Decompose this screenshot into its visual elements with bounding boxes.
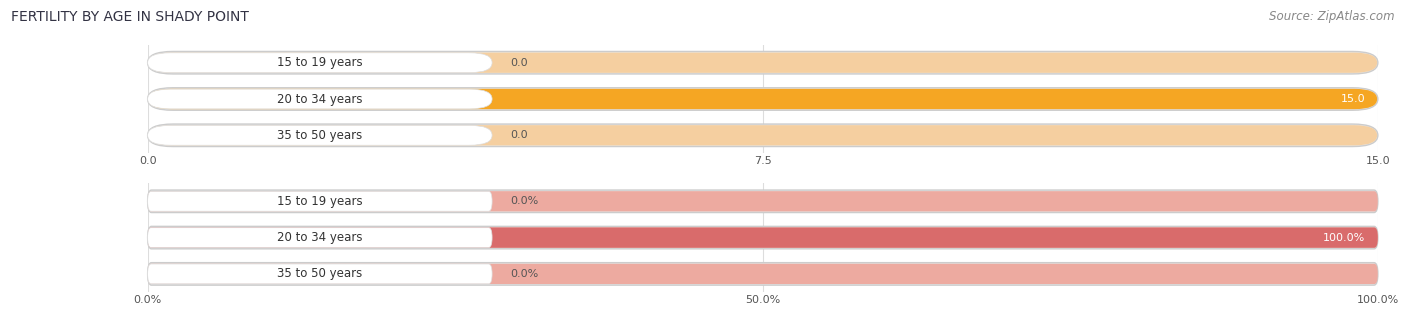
FancyBboxPatch shape <box>148 88 1378 110</box>
FancyBboxPatch shape <box>148 191 1378 212</box>
FancyBboxPatch shape <box>149 89 1376 109</box>
FancyBboxPatch shape <box>148 227 1378 248</box>
FancyBboxPatch shape <box>149 89 1376 109</box>
FancyBboxPatch shape <box>148 263 1378 285</box>
Text: 0.0%: 0.0% <box>510 269 538 279</box>
Text: Source: ZipAtlas.com: Source: ZipAtlas.com <box>1270 10 1395 23</box>
FancyBboxPatch shape <box>148 53 492 73</box>
Text: 35 to 50 years: 35 to 50 years <box>277 267 363 280</box>
FancyBboxPatch shape <box>148 227 1378 248</box>
Text: 35 to 50 years: 35 to 50 years <box>277 129 363 142</box>
Text: 15 to 19 years: 15 to 19 years <box>277 56 363 69</box>
FancyBboxPatch shape <box>148 125 492 145</box>
FancyBboxPatch shape <box>148 264 492 284</box>
Text: 20 to 34 years: 20 to 34 years <box>277 92 363 106</box>
Text: 0.0: 0.0 <box>510 58 529 68</box>
FancyBboxPatch shape <box>148 51 1378 74</box>
Text: FERTILITY BY AGE IN SHADY POINT: FERTILITY BY AGE IN SHADY POINT <box>11 10 249 24</box>
Text: 15.0: 15.0 <box>1341 94 1365 104</box>
FancyBboxPatch shape <box>148 190 1378 213</box>
FancyBboxPatch shape <box>149 125 1376 146</box>
Text: 100.0%: 100.0% <box>1323 233 1365 243</box>
Text: 0.0%: 0.0% <box>510 196 538 206</box>
Text: 20 to 34 years: 20 to 34 years <box>277 231 363 244</box>
FancyBboxPatch shape <box>148 264 1378 284</box>
FancyBboxPatch shape <box>148 191 492 211</box>
FancyBboxPatch shape <box>148 226 1378 249</box>
FancyBboxPatch shape <box>148 124 1378 147</box>
Text: 0.0: 0.0 <box>510 130 529 140</box>
FancyBboxPatch shape <box>149 52 1376 73</box>
FancyBboxPatch shape <box>148 89 492 109</box>
Text: 15 to 19 years: 15 to 19 years <box>277 195 363 208</box>
FancyBboxPatch shape <box>148 228 492 248</box>
